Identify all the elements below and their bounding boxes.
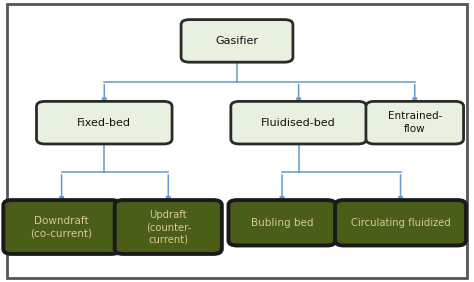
FancyBboxPatch shape (228, 200, 336, 245)
Text: Circulating fluidized: Circulating fluidized (351, 218, 450, 228)
Text: Fluidised-bed: Fluidised-bed (261, 118, 336, 128)
Text: Entrained-
flow: Entrained- flow (388, 111, 442, 134)
FancyBboxPatch shape (3, 200, 120, 254)
FancyBboxPatch shape (36, 102, 172, 144)
Text: Updraft
(counter-
current): Updraft (counter- current) (146, 210, 191, 244)
FancyBboxPatch shape (115, 200, 222, 254)
FancyBboxPatch shape (181, 20, 293, 62)
Text: Fixed-bed: Fixed-bed (77, 118, 131, 128)
FancyBboxPatch shape (7, 4, 467, 278)
FancyBboxPatch shape (231, 102, 366, 144)
Text: Gasifier: Gasifier (216, 36, 258, 46)
Text: Bubling bed: Bubling bed (251, 218, 313, 228)
FancyBboxPatch shape (335, 200, 466, 245)
FancyBboxPatch shape (366, 102, 464, 144)
Text: Downdraft
(co-current): Downdraft (co-current) (31, 216, 92, 238)
